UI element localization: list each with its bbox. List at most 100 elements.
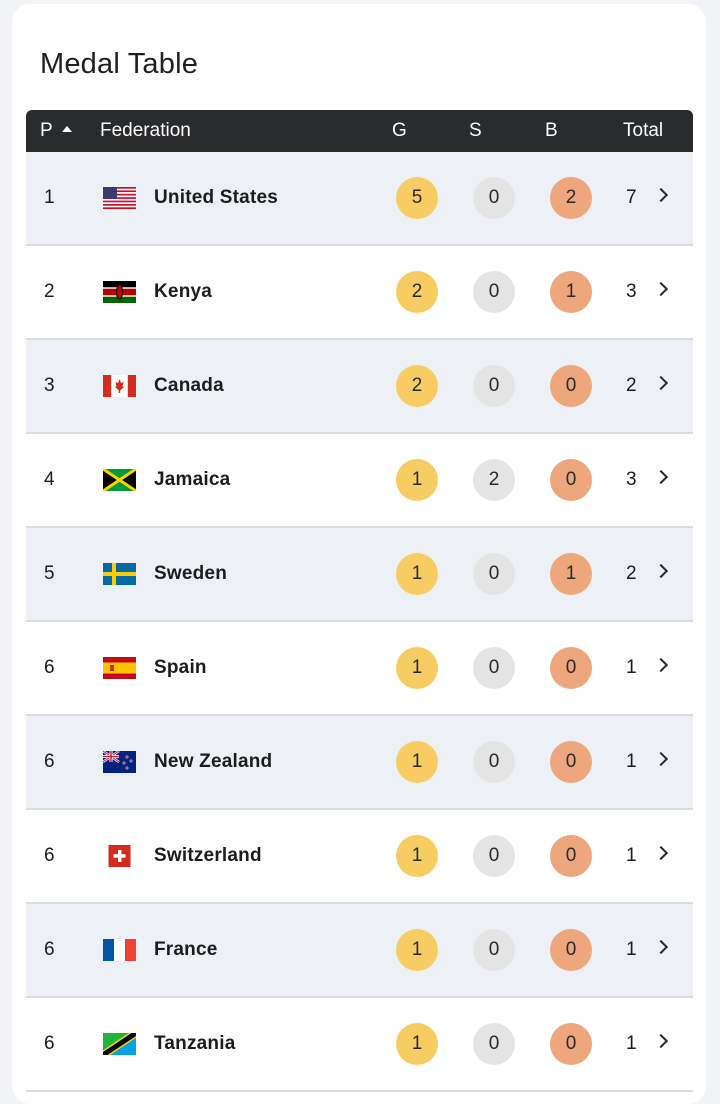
federation-name: Switzerland xyxy=(154,845,262,866)
federation-name: Spain xyxy=(154,657,207,678)
france-flag-icon xyxy=(103,939,136,961)
table-row[interactable]: 6 Spain 1 0 0 1 xyxy=(26,622,693,716)
total-count: 3 xyxy=(626,281,637,302)
chevron-right-icon[interactable] xyxy=(653,939,669,955)
bronze-count: 0 xyxy=(550,741,592,783)
chevron-right-icon[interactable] xyxy=(653,281,669,297)
total-count: 1 xyxy=(626,1033,637,1054)
jamaica-flag-icon xyxy=(103,469,136,491)
column-header-federation: Federation xyxy=(100,120,191,141)
chevron-right-icon[interactable] xyxy=(653,375,669,391)
table-row[interactable]: 6 France 1 0 0 1 xyxy=(26,904,693,998)
tanzania-flag-icon xyxy=(103,1033,136,1055)
federation-name: France xyxy=(154,939,218,960)
kenya-flag-icon xyxy=(103,281,136,303)
silver-count: 2 xyxy=(473,459,515,501)
silver-count: 0 xyxy=(473,177,515,219)
position-cell: 6 xyxy=(44,845,55,866)
silver-count: 0 xyxy=(473,1023,515,1065)
column-header-gold: G xyxy=(392,120,407,141)
sweden-flag-icon xyxy=(103,563,136,585)
column-header-bronze: B xyxy=(545,120,558,141)
sort-by-position-button[interactable]: P xyxy=(40,110,72,152)
page-title: Medal Table xyxy=(40,48,199,80)
table-row[interactable]: 4 Jamaica 1 2 0 3 xyxy=(26,434,693,528)
bronze-count: 1 xyxy=(550,271,592,313)
position-cell: 6 xyxy=(44,939,55,960)
gold-count: 1 xyxy=(396,929,438,971)
medal-table-card: Medal Table P Federation G S B Total 1 xyxy=(12,4,706,1104)
total-count: 3 xyxy=(626,469,637,490)
position-cell: 4 xyxy=(44,469,55,490)
spain-flag-icon xyxy=(103,657,136,679)
gold-count: 1 xyxy=(396,553,438,595)
federation-name: New Zealand xyxy=(154,751,273,772)
position-cell: 3 xyxy=(44,375,55,396)
silver-count: 0 xyxy=(473,647,515,689)
bronze-count: 0 xyxy=(550,835,592,877)
gold-count: 5 xyxy=(396,177,438,219)
sort-ascending-icon xyxy=(61,125,72,132)
table-row[interactable]: 6 Switzerland 1 0 0 1 xyxy=(26,810,693,904)
table-row[interactable]: 1 United States 5 0 2 7 xyxy=(26,152,693,246)
column-header-total: Total xyxy=(623,120,664,141)
new-zealand-flag-icon xyxy=(103,751,136,773)
table-row[interactable]: 6 New Zealand 1 0 0 xyxy=(26,716,693,810)
table-header: P Federation G S B Total xyxy=(26,110,693,152)
column-header-position: P xyxy=(40,120,53,141)
chevron-right-icon[interactable] xyxy=(653,751,669,767)
position-cell: 6 xyxy=(44,1033,55,1054)
bronze-count: 0 xyxy=(550,647,592,689)
switzerland-flag-icon xyxy=(103,845,136,867)
gold-count: 1 xyxy=(396,459,438,501)
gold-count: 1 xyxy=(396,835,438,877)
silver-count: 0 xyxy=(473,835,515,877)
federation-name: Canada xyxy=(154,375,224,396)
silver-count: 0 xyxy=(473,929,515,971)
federation-name: Sweden xyxy=(154,563,227,584)
silver-count: 0 xyxy=(473,553,515,595)
bronze-count: 0 xyxy=(550,929,592,971)
column-header-silver: S xyxy=(469,120,482,141)
table-row[interactable]: 3 Canada 2 0 0 2 xyxy=(26,340,693,434)
total-count: 7 xyxy=(626,187,637,208)
gold-count: 2 xyxy=(396,271,438,313)
federation-name: Kenya xyxy=(154,281,213,302)
table-row[interactable]: 5 Sweden 1 0 1 2 xyxy=(26,528,693,622)
chevron-right-icon[interactable] xyxy=(653,187,669,203)
total-count: 2 xyxy=(626,563,637,584)
position-cell: 6 xyxy=(44,657,55,678)
us-flag-icon xyxy=(103,187,136,209)
total-count: 2 xyxy=(626,375,637,396)
gold-count: 1 xyxy=(396,647,438,689)
federation-name: United States xyxy=(154,187,279,208)
chevron-right-icon[interactable] xyxy=(653,469,669,485)
federation-name: Jamaica xyxy=(154,469,231,490)
bronze-count: 0 xyxy=(550,1023,592,1065)
position-cell: 2 xyxy=(44,281,55,302)
chevron-right-icon[interactable] xyxy=(653,1033,669,1049)
table-row[interactable]: 6 Tanzania 1 0 0 1 xyxy=(26,998,693,1092)
position-cell: 1 xyxy=(44,187,55,208)
bronze-count: 0 xyxy=(550,459,592,501)
total-count: 1 xyxy=(626,751,637,772)
gold-count: 1 xyxy=(396,1023,438,1065)
chevron-right-icon[interactable] xyxy=(653,845,669,861)
position-cell: 6 xyxy=(44,751,55,772)
silver-count: 0 xyxy=(473,741,515,783)
chevron-right-icon[interactable] xyxy=(653,657,669,673)
chevron-right-icon[interactable] xyxy=(653,563,669,579)
bronze-count: 2 xyxy=(550,177,592,219)
federation-name: Tanzania xyxy=(154,1033,236,1054)
gold-count: 2 xyxy=(396,365,438,407)
table-row[interactable]: 2 Kenya 2 0 1 3 xyxy=(26,246,693,340)
silver-count: 0 xyxy=(473,365,515,407)
gold-count: 1 xyxy=(396,741,438,783)
bronze-count: 1 xyxy=(550,553,592,595)
silver-count: 0 xyxy=(473,271,515,313)
total-count: 1 xyxy=(626,939,637,960)
total-count: 1 xyxy=(626,845,637,866)
position-cell: 5 xyxy=(44,563,55,584)
medal-table: P Federation G S B Total 1 xyxy=(26,110,693,1092)
canada-flag-icon xyxy=(103,375,136,397)
